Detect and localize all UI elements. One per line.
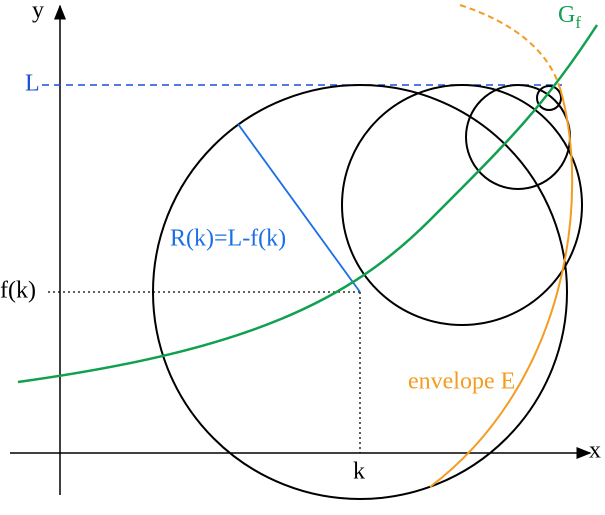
circle [152,84,568,500]
k-label: k [353,459,365,485]
graph-label: Gf [558,2,581,32]
envelope-curve [429,87,574,488]
graph-subscript: f [575,13,581,32]
graph-curve [17,24,599,384]
l-label: L [25,71,40,97]
graph-name: G [558,2,575,28]
circle [465,84,571,190]
radius-label: R(k)=L-f(k) [170,226,286,252]
fk-label: f(k) [0,278,36,304]
y-label: y [32,0,44,24]
circle [341,84,583,326]
envelope-label: envelope E [408,369,515,395]
radius [237,123,361,293]
envelope-dashed [459,4,561,89]
circle [536,85,562,111]
x-label: x [589,438,601,464]
